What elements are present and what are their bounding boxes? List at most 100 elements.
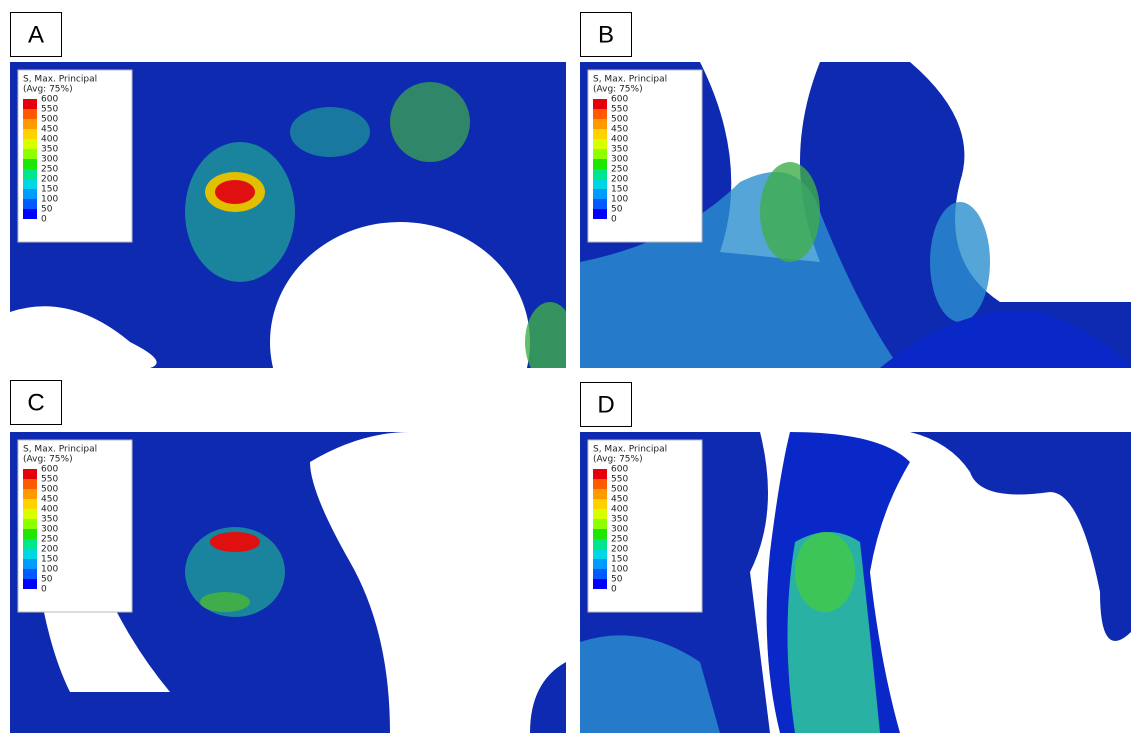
legend-subtitle: (Avg: 75%) — [23, 85, 73, 95]
legend-swatch — [593, 209, 607, 219]
legend-swatch — [23, 579, 37, 589]
legend-tick-label: 200 — [41, 175, 58, 185]
legend-swatch — [593, 539, 607, 549]
contour-plot: S, Max. Principal(Avg: 75%)6005505004504… — [580, 62, 1131, 368]
contour-region — [390, 82, 470, 162]
legend-tick-label: 350 — [611, 515, 628, 525]
legend-swatch — [593, 169, 607, 179]
legend-tick-label: 450 — [41, 495, 58, 505]
contour-plot: S, Max. Principal(Avg: 75%)6005505004504… — [580, 432, 1131, 733]
legend-swatch — [23, 539, 37, 549]
legend-tick-label: 350 — [41, 145, 58, 155]
legend-tick-label: 500 — [41, 115, 58, 125]
legend-tick-label: 600 — [41, 465, 58, 475]
legend-swatch — [23, 499, 37, 509]
legend-tick-label: 100 — [611, 195, 628, 205]
legend-tick-label: 50 — [611, 205, 623, 215]
legend-tick-label: 550 — [41, 105, 58, 115]
contour-region — [185, 142, 295, 282]
legend-tick-label: 300 — [611, 155, 628, 165]
legend-swatch — [593, 99, 607, 109]
legend-swatch — [23, 199, 37, 209]
legend-tick-label: 450 — [611, 125, 628, 135]
legend-tick-label: 250 — [41, 535, 58, 545]
contour-plot: S, Max. Principal(Avg: 75%)6005505004504… — [10, 432, 566, 733]
legend-swatch — [593, 549, 607, 559]
panel-label: B — [598, 21, 614, 48]
legend-swatch — [593, 159, 607, 169]
legend-swatch — [23, 569, 37, 579]
legend-swatch — [23, 479, 37, 489]
legend-tick-label: 150 — [41, 185, 58, 195]
legend-tick-label: 500 — [41, 485, 58, 495]
legend-swatch — [593, 499, 607, 509]
legend-tick-label: 0 — [41, 585, 47, 595]
legend-tick-label: 250 — [611, 165, 628, 175]
legend-swatch — [23, 159, 37, 169]
legend-swatch — [23, 209, 37, 219]
legend-tick-label: 500 — [611, 115, 628, 125]
legend-tick-label: 300 — [41, 155, 58, 165]
legend-swatch — [23, 559, 37, 569]
panel-label: C — [27, 389, 44, 416]
legend-tick-label: 400 — [611, 135, 628, 145]
legend-swatch — [593, 479, 607, 489]
legend-tick-label: 300 — [611, 525, 628, 535]
legend-swatch — [23, 189, 37, 199]
legend-swatch — [593, 179, 607, 189]
legend-swatch — [593, 579, 607, 589]
legend-tick-label: 450 — [611, 495, 628, 505]
legend-swatch — [593, 569, 607, 579]
legend-tick-label: 350 — [41, 515, 58, 525]
legend-subtitle: (Avg: 75%) — [593, 85, 643, 95]
legend-swatch — [593, 189, 607, 199]
contour-plot: S, Max. Principal(Avg: 75%)6005505004504… — [10, 62, 575, 462]
contour-region — [525, 302, 575, 382]
legend-tick-label: 150 — [611, 185, 628, 195]
legend-swatch — [23, 109, 37, 119]
legend-tick-label: 100 — [611, 565, 628, 575]
contour-region — [210, 532, 260, 552]
legend-swatch — [23, 179, 37, 189]
legend-swatch — [23, 169, 37, 179]
panel-label: A — [28, 21, 44, 48]
legend-tick-label: 600 — [611, 95, 628, 105]
legend-swatch — [23, 549, 37, 559]
legend-swatch — [23, 529, 37, 539]
legend-swatch — [23, 99, 37, 109]
legend-tick-label: 200 — [611, 545, 628, 555]
panel-label: D — [597, 391, 614, 418]
legend-swatch — [593, 129, 607, 139]
legend-swatch — [23, 149, 37, 159]
panel: D S, Max. Principal(Avg: 75%)600550500450… — [580, 383, 1131, 733]
legend-swatch — [23, 139, 37, 149]
legend-title: S, Max. Principal — [593, 75, 667, 85]
legend-swatch — [593, 559, 607, 569]
panel: BS, Max. Principal(Avg: 75%)600550500450… — [580, 13, 1131, 369]
legend-swatch — [593, 529, 607, 539]
contour-region — [795, 532, 855, 612]
legend-swatch — [23, 469, 37, 479]
contour-region — [215, 180, 255, 204]
legend-tick-label: 50 — [41, 205, 53, 215]
legend-tick-label: 100 — [41, 195, 58, 205]
contour-region — [760, 162, 820, 262]
legend-subtitle: (Avg: 75%) — [593, 455, 643, 465]
legend-title: S, Max. Principal — [593, 445, 667, 455]
panel: AS, Max. Principal(Avg: 75%)600550500450… — [10, 13, 575, 463]
legend-tick-label: 550 — [611, 475, 628, 485]
legend-swatch — [593, 509, 607, 519]
legend-tick-label: 350 — [611, 145, 628, 155]
legend-tick-label: 0 — [611, 215, 617, 225]
legend-tick-label: 0 — [41, 215, 47, 225]
legend-tick-label: 400 — [41, 505, 58, 515]
legend-tick-label: 500 — [611, 485, 628, 495]
legend-swatch — [23, 489, 37, 499]
legend-tick-label: 150 — [41, 555, 58, 565]
legend-tick-label: 250 — [611, 535, 628, 545]
contour-region — [290, 107, 370, 157]
legend-swatch — [593, 109, 607, 119]
panel: CS, Max. Principal(Avg: 75%)600550500450… — [10, 381, 566, 733]
legend-swatch — [593, 149, 607, 159]
legend-tick-label: 200 — [611, 175, 628, 185]
